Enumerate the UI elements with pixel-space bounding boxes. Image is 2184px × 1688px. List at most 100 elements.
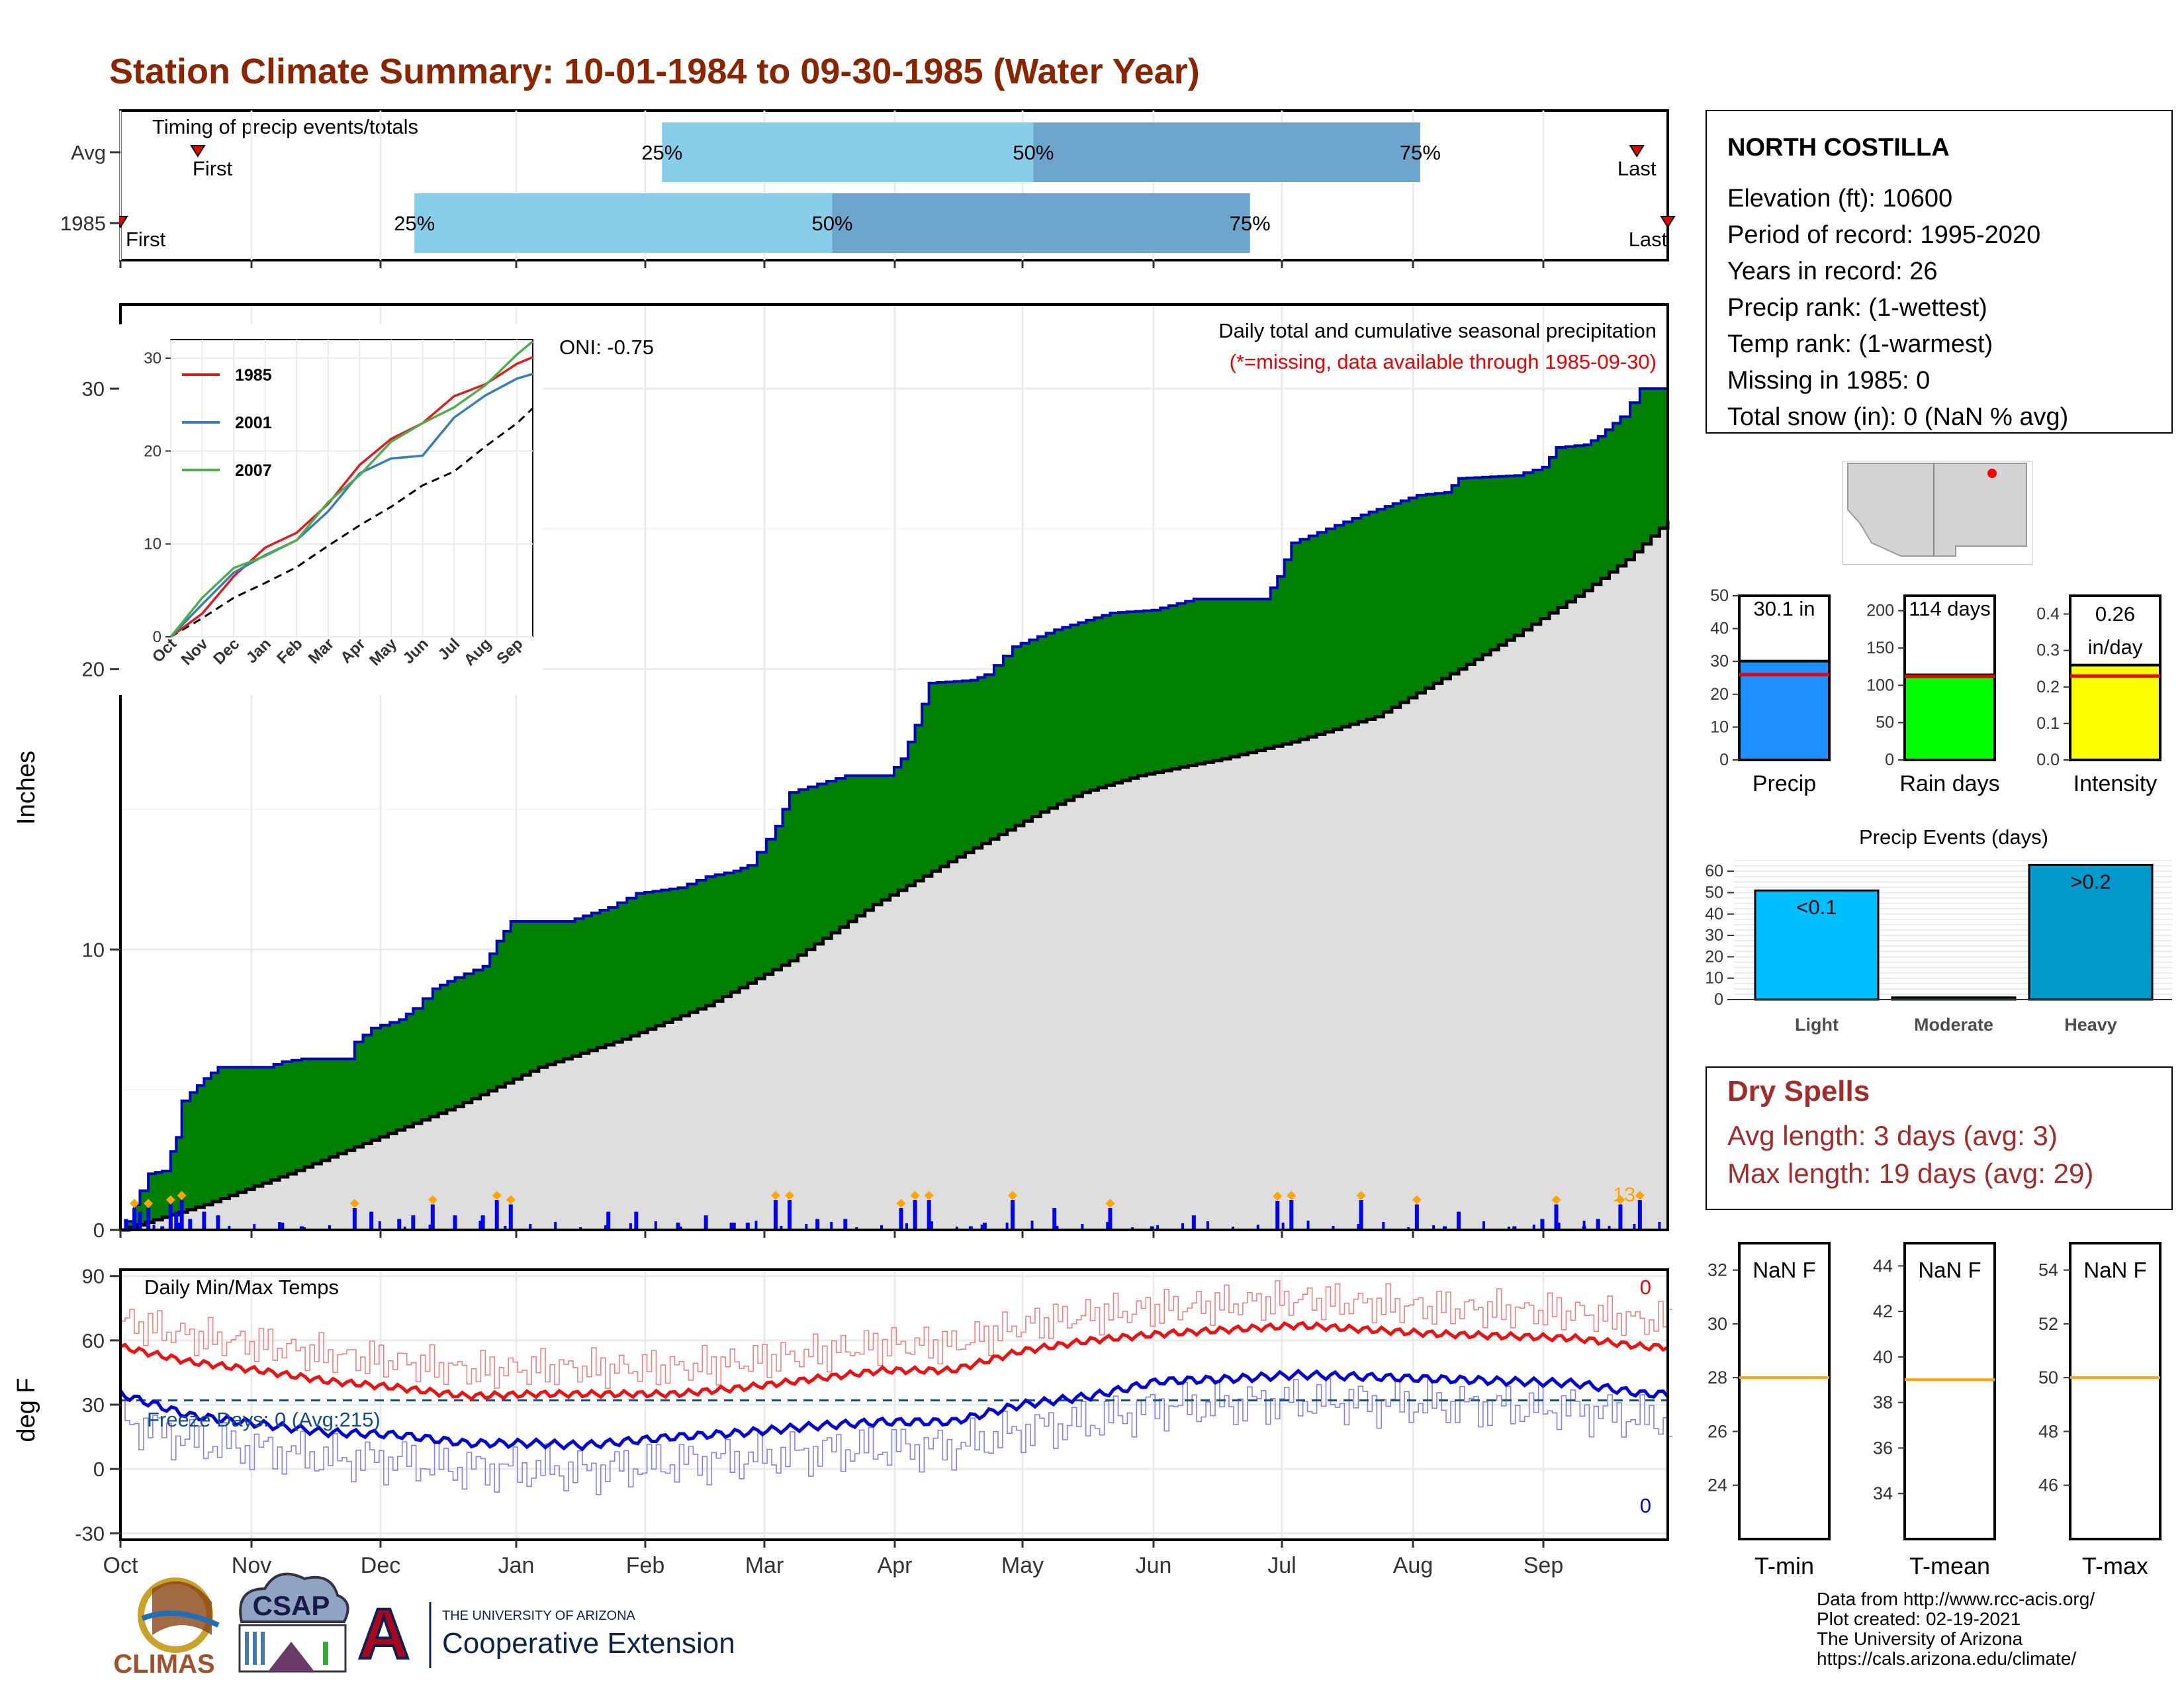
daily-precip-bar — [1540, 1219, 1545, 1230]
daily-precip-bar — [1357, 1224, 1360, 1230]
daily-precip-bar — [228, 1226, 231, 1230]
timing-pct-label: 25% — [394, 212, 435, 235]
daily-precip-bar — [1512, 1226, 1517, 1230]
events-bar-light — [1754, 889, 1880, 1001]
daily-precip-bar — [203, 1221, 206, 1230]
first-label: First — [193, 157, 233, 180]
temp-ytick-label: 0 — [93, 1458, 105, 1481]
station-info-line: Precip rank: (1-wettest) — [1727, 294, 1987, 322]
cumulative-1985-line — [120, 387, 1668, 1231]
summary-bars: 0 10 20 30 40 50 30.1 in Precip 0 50 100 150 200 114 … — [1710, 586, 2161, 796]
summary-label: Intensity — [2073, 771, 2158, 796]
daily-precip-bar — [1442, 1226, 1447, 1230]
temp-box-ytick-label: 34 — [1873, 1483, 1893, 1503]
extreme-count: 13 — [1613, 1183, 1635, 1206]
daily-precip-bar — [604, 1225, 607, 1230]
station-marker — [1987, 469, 1997, 478]
events-category-label: Heavy — [2064, 1015, 2117, 1035]
daily-tmax-line — [120, 1280, 1672, 1389]
daily-precip-bar — [480, 1215, 485, 1230]
inset-legend-label: 2007 — [235, 461, 272, 480]
csap-logo: CSAP — [238, 1572, 349, 1673]
summary-ytick-label: 100 — [1866, 676, 1894, 694]
climas-text: CLIMAS — [113, 1650, 214, 1679]
temp-box-label: T-max — [2082, 1552, 2148, 1579]
extreme-event-marker — [1105, 1199, 1115, 1208]
dry-spells-box: Dry Spells Avg length: 3 days (avg: 3) M… — [1706, 1066, 2173, 1210]
oni-label: ONI: -0.75 — [559, 336, 654, 359]
extreme-event-marker — [1412, 1195, 1422, 1205]
events-bar-heavy — [2028, 863, 2154, 1001]
daily-precip-bar — [805, 1224, 808, 1230]
extreme-event-marker — [896, 1199, 906, 1208]
daily-precip-bar — [1507, 1227, 1510, 1230]
summary-ytick-label: 150 — [1866, 639, 1894, 657]
daily-precip-bar — [428, 1225, 432, 1230]
station-info-line: Elevation (ft): 10600 — [1727, 185, 1952, 212]
daily-precip-bar — [1582, 1221, 1586, 1230]
temp-box-ytick-label: 44 — [1873, 1256, 1893, 1276]
month-label: Apr — [878, 1553, 913, 1578]
temp-box-ytick-label: 30 — [1707, 1314, 1727, 1334]
station-info-line: Period of record: 1995-2020 — [1727, 221, 2040, 249]
daily-precip-bar — [168, 1204, 173, 1230]
daily-precip-bar — [880, 1225, 884, 1230]
temp-box-ytick-label: 26 — [1707, 1421, 1727, 1441]
temp-panel: deg F -30 0 30 60 90 Daily Min/Max Temps Fre… — [13, 1265, 1672, 1578]
ua-small-text: THE UNIVERSITY OF ARIZONA — [442, 1609, 636, 1623]
daily-precip-bar — [132, 1208, 137, 1230]
extreme-event-marker — [924, 1191, 934, 1200]
extreme-event-marker — [785, 1191, 795, 1200]
daily-precip-bar — [554, 1222, 557, 1230]
month-label: Oct — [103, 1553, 138, 1578]
extreme-event-marker — [177, 1191, 187, 1200]
temp-box-ytick-label: 24 — [1707, 1476, 1727, 1495]
credit-line: Plot created: 02-19-2021 — [1817, 1609, 2021, 1629]
extreme-event-marker — [492, 1191, 502, 1200]
events-category-label: Moderate — [1914, 1015, 1993, 1035]
daily-precip-bar — [1608, 1226, 1611, 1230]
daily-precip-bar — [1633, 1224, 1636, 1230]
freeze-days: Freeze Days: 0 (Avg:215) — [147, 1408, 381, 1431]
station-info-line: Years in record: 26 — [1727, 258, 1938, 285]
daily-precip-bar — [378, 1221, 381, 1230]
temp-box-ytick-label: 52 — [2038, 1314, 2058, 1334]
daily-precip-bar — [1557, 1223, 1561, 1230]
temp-box-ytick-label: 54 — [2038, 1260, 2058, 1280]
daily-precip-bar — [729, 1223, 733, 1230]
last-label: Last — [1617, 157, 1657, 180]
daily-precip-bar — [1181, 1223, 1185, 1230]
daily-precip-bar — [397, 1219, 402, 1230]
daily-precip-bar — [1256, 1225, 1259, 1230]
daily-precip-bar — [731, 1223, 736, 1230]
daily-precip-bar — [955, 1227, 958, 1230]
daily-precip-bar — [679, 1227, 682, 1230]
daily-precip-bar — [352, 1208, 357, 1230]
daily-precip-bar — [1106, 1222, 1109, 1230]
dry-title: Dry Spells — [1727, 1075, 1870, 1107]
daily-precip-bar — [1030, 1221, 1034, 1230]
daily-precip-bar — [606, 1211, 611, 1230]
precip-panel: Inches 0 10 20 30 Daily total and cumulativ… — [13, 303, 1670, 1242]
extreme-event-marker — [770, 1191, 780, 1200]
daily-precip-bar — [773, 1200, 778, 1230]
daily-precip-bar — [1108, 1208, 1113, 1230]
events-ytick-label: 50 — [1705, 883, 1723, 902]
month-label: Jan — [498, 1553, 535, 1578]
daily-precip-bar — [1658, 1222, 1661, 1230]
events-ytick-label: 60 — [1705, 862, 1723, 880]
station-info-line: Missing in 1985: 0 — [1727, 367, 1930, 395]
timing-panel: Timing of precip events/totals 25% 50% 75%… — [60, 109, 1676, 268]
summary-ytick-label: 50 — [1876, 714, 1894, 732]
events-ytick-label: 0 — [1714, 990, 1723, 1009]
daily-precip-bar — [899, 1208, 903, 1230]
summary-ytick-label: 40 — [1710, 620, 1729, 638]
daily-precip-bar — [815, 1219, 820, 1230]
temp-box-value: NaN F — [2083, 1258, 2146, 1282]
summary-value-text: 114 days — [1909, 597, 1991, 620]
summary-ytick-label: 10 — [1710, 718, 1729, 736]
temp-box-ytick-label: 50 — [2038, 1368, 2058, 1387]
summary-value-text: 0.26 in/day — [2088, 602, 2143, 659]
first-event-marker — [190, 145, 206, 158]
temp-ylabel: deg F — [13, 1378, 40, 1442]
